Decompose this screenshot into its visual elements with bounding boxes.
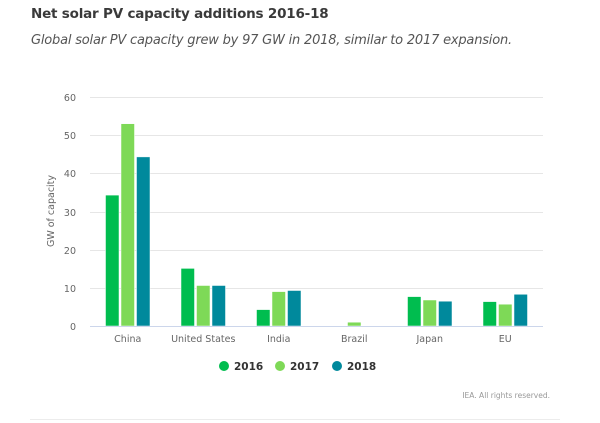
x-tick-label: United States (171, 334, 235, 345)
bar-japan-2017[interactable] (422, 299, 437, 327)
credits: IEA. All rights reserved. (462, 391, 550, 400)
chart-title: Net solar PV capacity additions 2016-18 (31, 6, 329, 22)
x-tick-label: Brazil (341, 334, 368, 345)
bar-eu-2018[interactable] (513, 294, 528, 327)
bar-china-2017[interactable] (120, 123, 135, 327)
bar-eu-2017[interactable] (498, 303, 513, 327)
bar-india-2018[interactable] (287, 290, 302, 327)
legend-item-2016[interactable]: 2016 (219, 361, 263, 373)
bar-india-2016[interactable] (256, 309, 271, 327)
x-tick-label: EU (499, 334, 512, 345)
legend-label: 2016 (234, 361, 263, 373)
x-tick-label: Japan (416, 334, 444, 345)
x-tick-label: China (114, 334, 141, 345)
y-tick-label: 60 (64, 93, 76, 104)
y-tick-label: 0 (70, 322, 76, 333)
legend-marker (275, 361, 285, 371)
bar-united-states-2018[interactable] (211, 285, 226, 327)
bottom-divider (30, 419, 560, 420)
y-axis-ticks: 0 10 20 30 40 50 60 (64, 93, 76, 333)
x-tick-label: India (267, 334, 290, 345)
legend-label: 2017 (290, 361, 319, 373)
legend-marker (332, 361, 342, 371)
bar-brazil-2017[interactable] (347, 321, 362, 327)
bar-china-2016[interactable] (105, 194, 120, 327)
y-tick-label: 20 (64, 246, 76, 257)
legend: 2016 2017 2018 (219, 361, 376, 373)
y-axis-label: GW of capacity (46, 175, 57, 247)
legend-item-2018[interactable]: 2018 (332, 361, 376, 373)
bar-series (105, 123, 528, 327)
legend-marker (219, 361, 229, 371)
chart-subtitle: Global solar PV capacity grew by 97 GW i… (31, 33, 512, 48)
x-axis-ticks: China United States India Brazil Japan EU (114, 334, 512, 345)
bar-united-states-2016[interactable] (180, 268, 195, 327)
bar-india-2017[interactable] (271, 291, 286, 327)
gridlines (90, 97, 543, 289)
bar-japan-2018[interactable] (438, 300, 453, 327)
bar-united-states-2017[interactable] (196, 285, 211, 327)
bar-china-2018[interactable] (136, 156, 151, 327)
y-tick-label: 30 (64, 208, 76, 219)
y-tick-label: 50 (64, 131, 76, 142)
y-tick-label: 10 (64, 284, 76, 295)
bar-eu-2016[interactable] (482, 301, 497, 327)
legend-item-2017[interactable]: 2017 (275, 361, 319, 373)
legend-label: 2018 (347, 361, 376, 373)
bar-japan-2016[interactable] (407, 296, 422, 327)
y-tick-label: 40 (64, 169, 76, 180)
